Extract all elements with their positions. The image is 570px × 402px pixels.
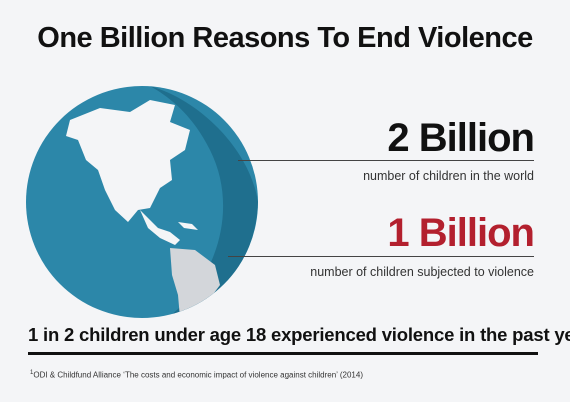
divider <box>28 352 538 355</box>
statement-text: 1 in 2 children under age 18 experienced… <box>28 324 570 345</box>
statement: 1 in 2 children under age 18 experienced… <box>28 324 570 346</box>
footnote-text: ODI & Childfund Alliance ‘The costs and … <box>33 370 363 380</box>
globe <box>26 86 258 318</box>
divider <box>238 160 534 161</box>
stat-figure: 2 Billion <box>387 116 535 160</box>
footnote-mark: 1 <box>30 370 34 376</box>
stat-caption: number of children in the world <box>363 169 534 183</box>
stat-figure: 1 Billion <box>387 211 535 255</box>
footnote: 1ODI & Childfund Alliance ‘The costs and… <box>30 370 363 380</box>
divider <box>228 256 534 257</box>
stat-caption: number of children subjected to violence <box>310 265 534 279</box>
title: One Billion Reasons To End Violence <box>37 22 533 54</box>
